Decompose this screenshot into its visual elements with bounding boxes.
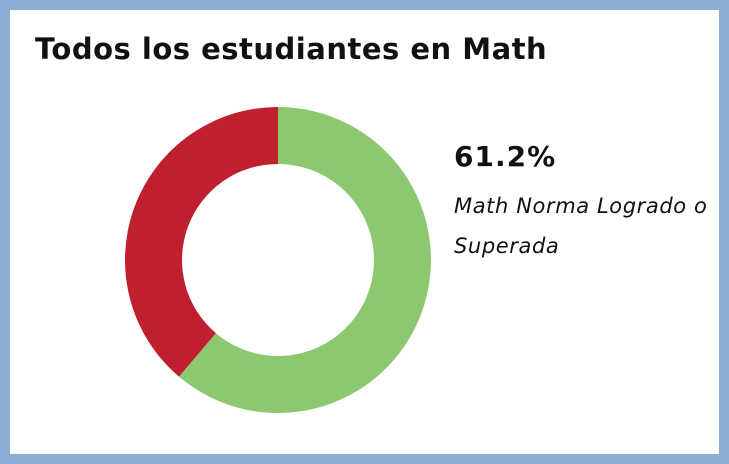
donut-segment bbox=[125, 107, 279, 377]
donut-segment bbox=[179, 107, 431, 413]
value-label: 61.2% bbox=[454, 140, 557, 173]
card: Todos los estudiantes en Math 61.2% Math… bbox=[10, 10, 719, 454]
chart-title: Todos los estudiantes en Math bbox=[35, 32, 548, 66]
chart bbox=[125, 107, 431, 413]
category-label: Math Norma Logrado o Superada bbox=[454, 194, 708, 258]
